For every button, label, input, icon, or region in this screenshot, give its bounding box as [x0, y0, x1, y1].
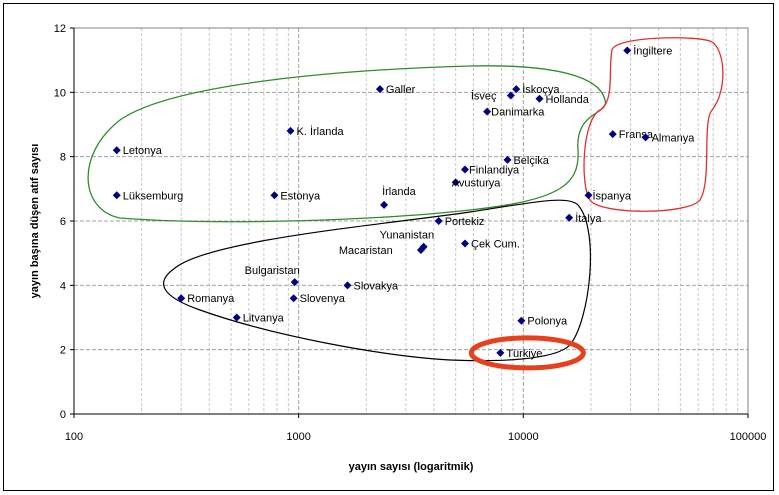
data-point-label: İngiltere	[633, 45, 672, 58]
data-point-label: İsveç	[471, 90, 497, 103]
y-tick-label: 0	[60, 409, 66, 421]
data-point	[375, 85, 384, 94]
data-point-label: Galler	[386, 84, 416, 96]
data-point	[512, 85, 521, 94]
x-axis-title: yayın sayısı (logaritmik)	[349, 461, 474, 473]
data-point-label: Yunanistan	[380, 230, 434, 242]
x-tick-label: 1000	[286, 431, 310, 443]
data-point-label: Avusturya	[452, 177, 502, 189]
data-point	[270, 191, 279, 200]
data-point	[584, 191, 593, 200]
data-point	[177, 294, 186, 303]
data-point-label: Lüksemburg	[123, 190, 184, 202]
data-point-label: İskoçya	[522, 83, 560, 96]
cluster-outlines	[87, 37, 724, 371]
data-point	[416, 245, 425, 254]
x-tick-label: 10000	[508, 431, 539, 443]
data-point-label: Almanya	[652, 132, 696, 144]
y-tick-label: 4	[60, 280, 66, 292]
data-point	[641, 133, 650, 142]
large-producers-cluster-outline	[583, 37, 724, 212]
data-point-label: Slovenya	[300, 293, 346, 305]
data-point-label: Hollanda	[545, 94, 589, 106]
western-europe-cluster-outline	[87, 65, 607, 223]
data-point-label: Polonya	[527, 316, 568, 328]
y-tick-label: 10	[54, 87, 66, 99]
data-point	[112, 146, 121, 155]
data-point-label: Romanya	[187, 293, 235, 305]
axes: 0 2 4 6 8 10 12 100 1000 10000 100000	[54, 23, 767, 443]
data-point-label: Belçika	[513, 155, 549, 167]
chart-frame	[3, 3, 774, 491]
data-point	[286, 126, 295, 135]
data-point	[112, 191, 121, 200]
data-point-label: Çek Cum.	[471, 239, 520, 251]
y-tick-label: 6	[60, 216, 66, 228]
data-point	[623, 46, 632, 55]
data-point-label: Finlandiya	[469, 165, 520, 177]
data-point-label: Danimarka	[491, 107, 545, 119]
data-point	[232, 313, 241, 322]
x-tick-label: 100000	[730, 431, 767, 443]
data-point	[506, 91, 515, 100]
data-point-label: Slovakya	[354, 280, 400, 292]
data-point-label: Letonya	[123, 145, 163, 157]
data-point	[565, 213, 574, 222]
data-point	[434, 217, 443, 225]
data-point	[503, 155, 512, 164]
data-point-label: İtalya	[575, 212, 602, 225]
data-point	[517, 316, 526, 325]
data-point	[380, 200, 389, 209]
data-point	[461, 239, 470, 248]
x-tick-label: 100	[65, 431, 83, 443]
data-point-label: Portekiz	[445, 216, 485, 228]
data-point	[290, 278, 299, 287]
data-point	[483, 107, 492, 116]
data-point-label: Fransa	[619, 129, 654, 141]
data-point	[461, 165, 470, 174]
data-point	[343, 281, 352, 290]
data-point	[451, 178, 460, 187]
data-point	[608, 130, 617, 139]
data-point-label: Litvanya	[243, 313, 285, 325]
y-tick-label: 2	[60, 345, 66, 357]
y-axis-title: yayın başına düşen atıf sayısı	[29, 144, 41, 299]
y-tick-label: 12	[54, 23, 66, 35]
data-point-label: Macaristan	[339, 245, 393, 257]
data-point	[535, 94, 544, 103]
data-point	[289, 294, 298, 303]
turkey-highlight-ellipse	[468, 335, 586, 371]
y-tick-label: 8	[60, 152, 66, 164]
data-point-label: K. İrlanda	[297, 125, 345, 138]
data-point-label: İrlanda	[382, 185, 417, 198]
data-point-label: İspanya	[592, 189, 631, 202]
data-point	[496, 348, 505, 357]
data-point-label: Estonya	[280, 190, 321, 202]
data-point-label: Türkiye	[506, 348, 542, 360]
data-point-label: Bulgaristan	[245, 265, 300, 277]
